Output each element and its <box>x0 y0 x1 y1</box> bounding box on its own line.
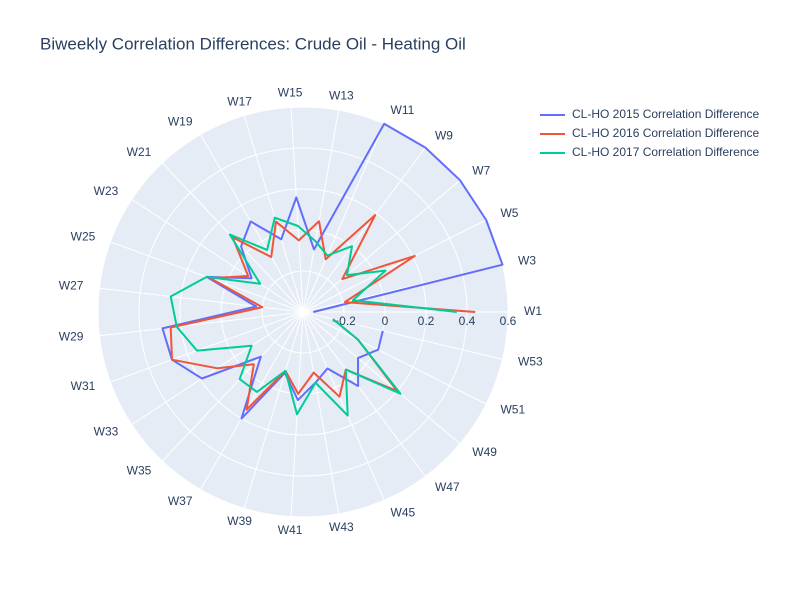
angular-grid <box>302 147 426 313</box>
angular-tick-label: W51 <box>500 402 525 416</box>
angular-grid <box>302 219 487 313</box>
angular-tick-label: W7 <box>472 163 490 177</box>
angular-tick-label: W15 <box>278 86 303 100</box>
angular-grid <box>302 311 385 501</box>
radial-tick-label: 0 <box>382 314 389 328</box>
angular-tick-label: W39 <box>227 514 252 528</box>
angular-tick-label: W31 <box>71 379 96 393</box>
legend-label: CL-HO 2017 Correlation Difference <box>572 145 760 159</box>
angular-grid <box>302 311 340 514</box>
radial-tick-label: 0.2 <box>418 314 435 328</box>
angular-tick-label: W45 <box>391 505 416 519</box>
legend-label: CL-HO 2015 Correlation Difference <box>572 107 760 121</box>
angular-grid <box>110 311 304 383</box>
angular-tick-label: W43 <box>329 520 354 534</box>
angular-tick-label: W17 <box>227 94 252 108</box>
legend-label: CL-HO 2016 Correlation Difference <box>572 126 760 140</box>
angular-tick-label: W27 <box>59 279 84 293</box>
angular-grid <box>131 198 304 313</box>
angular-grid <box>243 115 304 313</box>
series-line <box>169 214 476 411</box>
angular-grid <box>99 287 304 313</box>
angular-tick-label: W33 <box>94 425 119 439</box>
angular-tick-label: W35 <box>127 463 152 477</box>
angular-grid <box>302 110 340 313</box>
angular-tick-label: W3 <box>518 254 536 268</box>
angular-tick-label: W37 <box>168 494 193 508</box>
angular-grid <box>200 311 304 490</box>
angular-grid <box>161 311 304 462</box>
angular-tick-label: W9 <box>435 129 453 143</box>
angular-tick-label: W23 <box>94 184 119 198</box>
angular-grid <box>302 311 487 405</box>
angular-tick-label: W41 <box>278 523 303 537</box>
angular-grid <box>302 311 461 445</box>
angular-tick-label: W13 <box>329 88 354 102</box>
angular-tick-label: W21 <box>127 145 152 159</box>
angular-grid <box>302 311 426 477</box>
angular-tick-label: W1 <box>524 304 542 318</box>
angular-grid <box>302 179 461 313</box>
angular-grid <box>99 311 304 337</box>
series-line <box>161 122 504 420</box>
chart-title: Biweekly Correlation Differences: Crude … <box>40 34 466 53</box>
radial-tick-label: 0.6 <box>500 314 517 328</box>
angular-tick-label: W11 <box>391 103 415 117</box>
angular-grid <box>243 311 304 509</box>
angular-grid <box>302 311 503 360</box>
angular-tick-label: W25 <box>71 229 96 243</box>
angular-grid <box>290 107 304 313</box>
angular-tick-label: W29 <box>59 330 84 344</box>
angular-tick-label: W47 <box>435 480 460 494</box>
angular-tick-label: W53 <box>518 355 543 369</box>
angular-tick-label: W5 <box>500 206 518 220</box>
series-line <box>169 216 457 417</box>
angular-tick-label: W19 <box>168 115 193 129</box>
angular-tick-label: W49 <box>472 445 497 459</box>
angular-grid <box>302 123 385 313</box>
radial-tick-label: 0.4 <box>459 314 476 328</box>
